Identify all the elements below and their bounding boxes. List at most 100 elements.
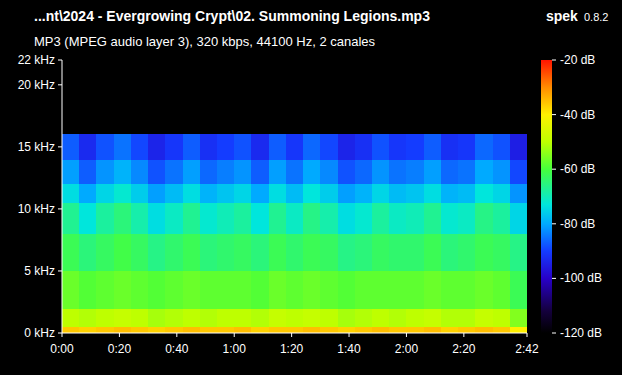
cell — [96, 159, 114, 184]
y-tick-label: 22 kHz — [18, 53, 55, 67]
cell — [493, 134, 511, 159]
cell — [286, 203, 304, 234]
cell — [183, 159, 201, 184]
cell — [424, 327, 442, 333]
x-tick-label: 1:00 — [223, 342, 247, 356]
cell — [355, 184, 373, 203]
cell — [475, 134, 493, 159]
cell — [200, 308, 218, 327]
cell — [148, 203, 166, 234]
cell — [234, 308, 252, 327]
cell — [372, 271, 390, 309]
color-tick — [552, 169, 556, 170]
cell — [251, 327, 269, 333]
cell — [303, 184, 321, 203]
cell — [131, 203, 149, 234]
cell — [441, 159, 459, 184]
x-tick-label: 2:00 — [395, 342, 419, 356]
cell — [251, 203, 269, 234]
color-bar — [541, 60, 552, 333]
cell — [269, 271, 287, 309]
cell — [338, 159, 356, 184]
cell — [510, 234, 527, 272]
cell — [165, 234, 183, 272]
cell — [269, 327, 287, 333]
cell — [165, 271, 183, 309]
cell — [183, 134, 201, 159]
cell — [372, 234, 390, 272]
cell — [148, 271, 166, 309]
x-tick — [119, 333, 120, 337]
cell — [338, 134, 356, 159]
cell — [200, 134, 218, 159]
cell — [389, 271, 407, 309]
app-version: 0.8.2 — [584, 11, 608, 23]
cell — [234, 234, 252, 272]
x-tick-label: 0:00 — [50, 342, 74, 356]
cell — [372, 134, 390, 159]
cell — [269, 203, 287, 234]
cell — [148, 159, 166, 184]
y-tick — [58, 146, 62, 147]
cell — [286, 134, 304, 159]
cell — [96, 184, 114, 203]
cell — [131, 159, 149, 184]
cell — [320, 308, 338, 327]
cell — [200, 271, 218, 309]
x-axis-line — [62, 333, 527, 334]
cell — [286, 308, 304, 327]
cell — [62, 134, 80, 159]
cell — [303, 271, 321, 309]
cell — [183, 327, 201, 333]
x-tick — [463, 333, 464, 337]
cell — [510, 159, 527, 184]
cell — [510, 203, 527, 234]
color-tick-label: -60 dB — [560, 162, 595, 176]
cell — [458, 234, 476, 272]
cell — [475, 234, 493, 272]
cell — [251, 271, 269, 309]
cell — [79, 327, 97, 333]
cell — [355, 271, 373, 309]
cell — [234, 184, 252, 203]
cell — [406, 203, 424, 234]
cell — [251, 308, 269, 327]
cell — [269, 134, 287, 159]
cell — [389, 159, 407, 184]
cell — [148, 327, 166, 333]
y-tick-label: 20 kHz — [18, 78, 55, 92]
app-name: spek — [546, 8, 578, 24]
cell — [389, 327, 407, 333]
cell — [389, 184, 407, 203]
cell — [372, 184, 390, 203]
cell — [372, 203, 390, 234]
y-tick-label: 0 kHz — [24, 326, 55, 340]
cell — [131, 308, 149, 327]
cell — [251, 184, 269, 203]
x-tick-label: 2:42 — [515, 342, 539, 356]
cell — [165, 134, 183, 159]
cell — [389, 308, 407, 327]
cell — [217, 134, 235, 159]
cell — [424, 184, 442, 203]
cell — [406, 234, 424, 272]
cell — [269, 234, 287, 272]
subtitle: MP3 (MPEG audio layer 3), 320 kbps, 4410… — [34, 34, 376, 49]
cell — [424, 271, 442, 309]
cell — [148, 308, 166, 327]
y-tick — [58, 333, 62, 334]
spectrogram-chart: 0 kHz5 kHz10 kHz15 kHz20 kHz22 kHz0:000:… — [0, 0, 622, 375]
cell — [320, 159, 338, 184]
cell — [424, 159, 442, 184]
cell — [79, 159, 97, 184]
cell — [217, 203, 235, 234]
x-tick — [176, 333, 177, 337]
cell — [62, 203, 80, 234]
cell — [79, 234, 97, 272]
cell — [355, 203, 373, 234]
cell — [114, 203, 132, 234]
x-tick — [62, 333, 63, 337]
x-tick — [349, 333, 350, 337]
cell — [303, 134, 321, 159]
cell — [114, 234, 132, 272]
